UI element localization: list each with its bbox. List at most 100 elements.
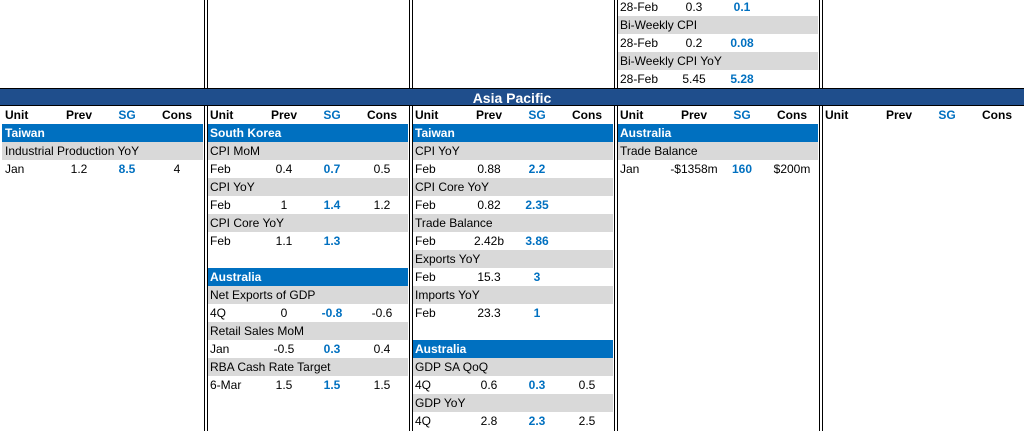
unit-cell: 4Q bbox=[415, 414, 432, 428]
value-cell: 0.3 bbox=[685, 0, 703, 14]
value-cell: 0.4 bbox=[275, 162, 293, 176]
value-cell: 0.08 bbox=[730, 36, 754, 50]
section-title: South Korea bbox=[210, 124, 282, 142]
value-cell: 4 bbox=[173, 162, 181, 176]
indicator-name: CPI MoM bbox=[210, 144, 261, 158]
value-cell: 2.42b bbox=[473, 234, 505, 248]
indicator-name: Trade Balance bbox=[415, 216, 493, 230]
unit-cell: 28-Feb bbox=[620, 0, 659, 14]
section-bg bbox=[412, 124, 613, 142]
value-cell: $200m bbox=[773, 162, 811, 176]
value-cell: 0.1 bbox=[733, 0, 751, 14]
unit-cell: Feb bbox=[210, 162, 231, 176]
indicator-name: CPI YoY bbox=[415, 144, 460, 158]
value-cell: 1.3 bbox=[323, 234, 341, 248]
value-cell: 0.3 bbox=[528, 378, 546, 392]
row-bg bbox=[207, 178, 408, 196]
indicator-name: CPI Core YoY bbox=[210, 216, 285, 230]
column-divider bbox=[819, 0, 820, 431]
value-cell: 3 bbox=[533, 270, 541, 284]
unit-cell: 4Q bbox=[415, 378, 432, 392]
row-bg bbox=[207, 214, 408, 232]
unit-cell: Unit bbox=[825, 108, 849, 122]
section-title: Australia bbox=[415, 340, 467, 358]
value-cell: 0.88 bbox=[477, 162, 501, 176]
value-cell: 0.82 bbox=[477, 198, 501, 212]
column-divider bbox=[204, 0, 205, 431]
value-cell: SG bbox=[118, 108, 136, 122]
unit-cell: Feb bbox=[415, 234, 436, 248]
unit-cell: Feb bbox=[210, 198, 231, 212]
unit-cell: Feb bbox=[415, 198, 436, 212]
section-title: Taiwan bbox=[415, 124, 455, 142]
value-cell: 2.8 bbox=[480, 414, 498, 428]
value-cell: 0 bbox=[280, 306, 288, 320]
value-cell: -0.8 bbox=[321, 306, 343, 320]
row-bg bbox=[207, 286, 408, 304]
section-bg bbox=[2, 124, 203, 142]
indicator-name: Bi-Weekly CPI bbox=[620, 18, 698, 32]
value-cell: 1.4 bbox=[323, 198, 341, 212]
unit-cell: Feb bbox=[415, 306, 436, 320]
region-header: Asia Pacific bbox=[0, 88, 1024, 106]
column-divider bbox=[822, 0, 823, 431]
value-cell: 1.2 bbox=[373, 198, 391, 212]
value-cell: 0.5 bbox=[578, 378, 596, 392]
value-cell: Cons bbox=[367, 108, 397, 122]
row-bg bbox=[412, 142, 613, 160]
indicator-name: Bi-Weekly CPI YoY bbox=[620, 54, 722, 68]
value-cell: SG bbox=[323, 108, 341, 122]
row-bg bbox=[207, 322, 408, 340]
row-bg bbox=[412, 286, 613, 304]
value-cell: 15.3 bbox=[477, 270, 501, 284]
indicator-name: Trade Balance bbox=[620, 144, 698, 158]
unit-cell: 28-Feb bbox=[620, 72, 659, 86]
indicator-name: GDP SA QoQ bbox=[415, 360, 489, 374]
value-cell: Cons bbox=[777, 108, 807, 122]
value-cell: Prev bbox=[885, 108, 913, 122]
unit-cell: Jan bbox=[620, 162, 640, 176]
unit-cell: 28-Feb bbox=[620, 36, 659, 50]
value-cell: -0.6 bbox=[371, 306, 393, 320]
value-cell: Prev bbox=[270, 108, 298, 122]
indicator-name: Net Exports of GDP bbox=[210, 288, 316, 302]
row-bg bbox=[412, 214, 613, 232]
row-bg bbox=[412, 394, 613, 412]
row-bg bbox=[617, 142, 818, 160]
column-divider bbox=[409, 0, 410, 431]
section-title: Taiwan bbox=[5, 124, 45, 142]
value-cell: 2.35 bbox=[525, 198, 549, 212]
column-divider bbox=[207, 0, 208, 431]
unit-cell: 4Q bbox=[210, 306, 227, 320]
unit-cell: Feb bbox=[415, 162, 436, 176]
value-cell: SG bbox=[733, 108, 751, 122]
value-cell: 0.6 bbox=[480, 378, 498, 392]
value-cell: 0.2 bbox=[685, 36, 703, 50]
value-cell: 160 bbox=[731, 162, 753, 176]
value-cell: Prev bbox=[475, 108, 503, 122]
row-bg bbox=[617, 52, 818, 70]
value-cell: 0.3 bbox=[323, 342, 341, 356]
row-bg bbox=[2, 142, 203, 160]
value-cell: 1.5 bbox=[275, 378, 293, 392]
value-cell: 1.1 bbox=[275, 234, 293, 248]
value-cell: 5.45 bbox=[682, 72, 706, 86]
value-cell: SG bbox=[938, 108, 956, 122]
value-cell: SG bbox=[528, 108, 546, 122]
value-cell: 5.28 bbox=[730, 72, 754, 86]
unit-cell: Jan bbox=[5, 162, 25, 176]
indicator-name: Exports YoY bbox=[415, 252, 481, 266]
column-divider bbox=[617, 0, 618, 431]
row-bg bbox=[412, 178, 613, 196]
value-cell: 0.4 bbox=[373, 342, 391, 356]
value-cell: 1 bbox=[280, 198, 288, 212]
unit-cell: Feb bbox=[415, 270, 436, 284]
value-cell: 23.3 bbox=[477, 306, 501, 320]
row-bg bbox=[617, 16, 818, 34]
row-bg bbox=[412, 250, 613, 268]
section-title: Australia bbox=[210, 268, 262, 286]
unit-cell: Unit bbox=[210, 108, 234, 122]
value-cell: Cons bbox=[572, 108, 602, 122]
indicator-name: Retail Sales MoM bbox=[210, 324, 305, 338]
